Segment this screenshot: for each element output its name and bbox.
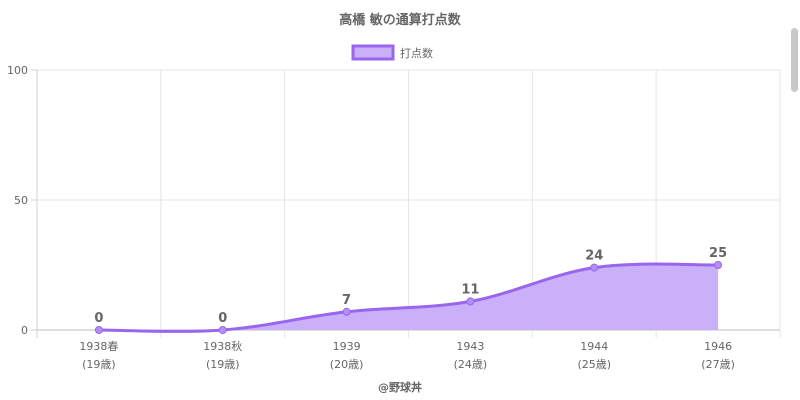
x-tick-label: 1944 [580, 340, 608, 353]
scrollbar-thumb[interactable] [791, 28, 798, 92]
y-axis: 0 50 100 [7, 64, 28, 337]
x-tick-sublabel: (19歳) [206, 358, 240, 371]
data-point[interactable] [342, 307, 351, 316]
x-tick-label: 1943 [456, 340, 484, 353]
series-打点数 [98, 262, 719, 333]
data-point[interactable] [218, 326, 227, 334]
x-tick-label: 1938春 [79, 340, 118, 353]
x-tick-sublabel: (19歳) [82, 358, 116, 371]
data-point[interactable] [466, 297, 475, 306]
data-point[interactable] [590, 263, 599, 272]
data-label: 0 [218, 311, 227, 326]
series-area [98, 264, 719, 332]
chart-title: 高橋 敏の通算打点数 [339, 12, 462, 28]
points[interactable] [94, 261, 723, 334]
data-label: 24 [585, 249, 603, 264]
data-labels: 0 0 7 11 24 25 [94, 246, 727, 326]
data-label: 11 [461, 282, 479, 297]
legend-label: 打点数 [400, 46, 433, 60]
y-tick-label: 100 [7, 64, 28, 77]
data-label: 0 [94, 311, 103, 326]
x-tick-sublabel: (27歳) [701, 358, 735, 371]
x-tick-label: 1946 [704, 340, 732, 353]
x-tick-sublabel: (25歳) [577, 358, 611, 371]
footer-credit: @野球丼 [378, 380, 422, 394]
y-tick-label: 0 [21, 324, 28, 337]
x-tick-sublabel: (24歳) [454, 358, 488, 371]
data-point[interactable] [714, 261, 723, 269]
y-tick-label: 50 [14, 194, 28, 207]
legend[interactable]: 打点数 [351, 44, 433, 61]
x-tick-label: 1938秋 [203, 339, 242, 353]
data-label: 7 [342, 293, 351, 308]
series-line [98, 262, 719, 333]
legend-swatch [351, 44, 395, 61]
x-tick-sublabel: (20歳) [330, 358, 364, 371]
x-tick-label: 1939 [333, 340, 361, 353]
data-point[interactable] [94, 326, 103, 334]
data-label: 25 [709, 246, 727, 261]
x-axis: 1938春 (19歳) 1938秋 (19歳) 1939 (20歳) 1943 (24歳) 19… [79, 339, 734, 371]
